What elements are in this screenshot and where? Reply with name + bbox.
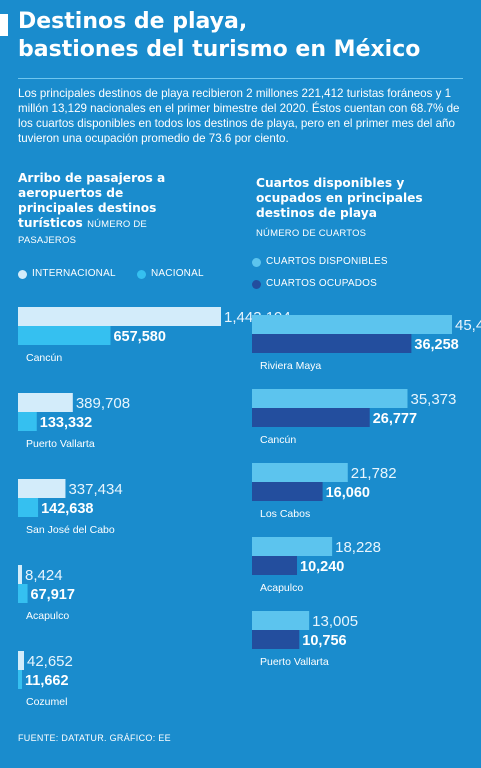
chart-left-subtitle: NÚMERO DE PASAJEROS [18, 219, 147, 246]
category-label-san-jose-del-cabo: San José del Cabo [26, 524, 115, 536]
chart-left-title: Arribo de pasajeros a aeropuertos de pri… [18, 171, 183, 248]
value-label-ocupados-cancun: 26,777 [373, 411, 417, 427]
legend-nacional: NACIONAL [137, 268, 204, 280]
bar-internacional-cozumel [18, 651, 24, 670]
legend-ocupados: CUARTOS OCUPADOS [252, 278, 377, 290]
value-label-ocupados-acapulco: 10,240 [300, 559, 344, 575]
legend-ocupados-label: CUARTOS OCUPADOS [266, 278, 377, 289]
bar-internacional-cancun [18, 307, 221, 326]
legend-disponibles: CUARTOS DISPONIBLES [252, 256, 388, 268]
category-label-puerto-vallarta: Puerto Vallarta [260, 656, 329, 668]
value-label-nacional-acapulco: 67,917 [31, 587, 75, 603]
bar-internacional-puerto-vallarta [18, 393, 73, 412]
value-label-nacional-puerto-vallarta: 133,332 [40, 415, 92, 431]
category-label-cozumel: Cozumel [26, 696, 67, 708]
bar-ocupados-cancun [252, 408, 370, 427]
legend-internacional: INTERNACIONAL [18, 268, 116, 280]
value-label-internacional-san-jose-del-cabo: 337,434 [68, 481, 122, 498]
bar-internacional-san-jose-del-cabo [18, 479, 66, 498]
value-label-nacional-cozumel: 11,662 [25, 673, 69, 689]
page-title: Destinos de playa, bastiones del turismo… [18, 8, 473, 64]
value-label-disponibles-puerto-vallarta: 13,005 [312, 613, 358, 630]
category-label-riviera-maya: Riviera Maya [260, 360, 321, 372]
hotel-rooms-chart: 45,499 36,258 Riviera Maya 35,373 26,777 Canc… [252, 315, 481, 668]
category-label-cancun: Cancún [26, 352, 62, 364]
passenger-arrivals-chart: 1,443,194657,580Cancún389,708133,332Puer… [18, 307, 291, 708]
bar-nacional-acapulco [18, 584, 28, 603]
source-note: FUENTE: DATATUR. GRÁFICO: EE [18, 733, 171, 743]
legend-internacional-swatch [18, 269, 27, 279]
value-label-disponibles-riviera-maya: 45,499 [455, 317, 481, 334]
legend-disponibles-swatch [252, 257, 261, 267]
chart-left-title-text: Arribo de pasajeros a aeropuertos de pri… [18, 171, 166, 230]
bar-disponibles-acapulco [252, 537, 333, 556]
bar-disponibles-los-cabos [252, 463, 348, 482]
value-label-internacional-acapulco: 8,424 [25, 567, 63, 584]
category-label-puerto-vallarta: Puerto Vallarta [26, 438, 95, 450]
legend-ocupados-swatch [252, 279, 261, 289]
bar-disponibles-riviera-maya [252, 315, 452, 334]
chart-right-subtitle: NÚMERO DE CUARTOS [256, 228, 367, 239]
intro-paragraph: Los principales destinos de playa recibi… [18, 87, 460, 145]
bar-nacional-cancun [18, 326, 111, 345]
title-accent-bar [0, 14, 8, 36]
category-label-cancun: Cancún [260, 434, 296, 446]
value-label-nacional-cancun: 657,580 [113, 329, 165, 345]
title-divider [18, 78, 463, 79]
bar-ocupados-acapulco [252, 556, 298, 575]
value-label-disponibles-acapulco: 18,228 [335, 539, 381, 556]
value-label-internacional-cozumel: 42,652 [27, 653, 73, 670]
bar-nacional-san-jose-del-cabo [18, 498, 39, 517]
legend-nacional-swatch [137, 269, 146, 279]
bar-ocupados-riviera-maya [252, 334, 412, 353]
legend-internacional-label: INTERNACIONAL [32, 268, 116, 279]
title-line-2: bastiones del turismo en México [18, 37, 421, 62]
value-label-ocupados-puerto-vallarta: 10,756 [302, 633, 346, 649]
legend-disponibles-label: CUARTOS DISPONIBLES [266, 256, 388, 267]
value-label-ocupados-riviera-maya: 36,258 [414, 337, 458, 353]
title-line-1: Destinos de playa, [18, 9, 248, 34]
bar-internacional-acapulco [18, 565, 22, 584]
bar-disponibles-puerto-vallarta [252, 611, 310, 630]
value-label-disponibles-los-cabos: 21,782 [351, 465, 397, 482]
bar-nacional-cozumel [18, 670, 22, 689]
category-label-acapulco: Acapulco [260, 582, 303, 594]
category-label-acapulco: Acapulco [26, 610, 69, 622]
value-label-disponibles-cancun: 35,373 [410, 391, 456, 408]
value-label-ocupados-los-cabos: 16,060 [326, 485, 370, 501]
bar-ocupados-puerto-vallarta [252, 630, 300, 649]
chart-right-title: Cuartos disponibles y ocupados en princi… [256, 176, 423, 220]
bar-disponibles-cancun [252, 389, 408, 408]
value-label-nacional-san-jose-del-cabo: 142,638 [41, 501, 93, 517]
bar-nacional-puerto-vallarta [18, 412, 37, 431]
bar-ocupados-los-cabos [252, 482, 323, 501]
category-label-los-cabos: Los Cabos [260, 508, 310, 520]
legend-nacional-label: NACIONAL [151, 268, 204, 279]
value-label-internacional-puerto-vallarta: 389,708 [76, 395, 130, 412]
